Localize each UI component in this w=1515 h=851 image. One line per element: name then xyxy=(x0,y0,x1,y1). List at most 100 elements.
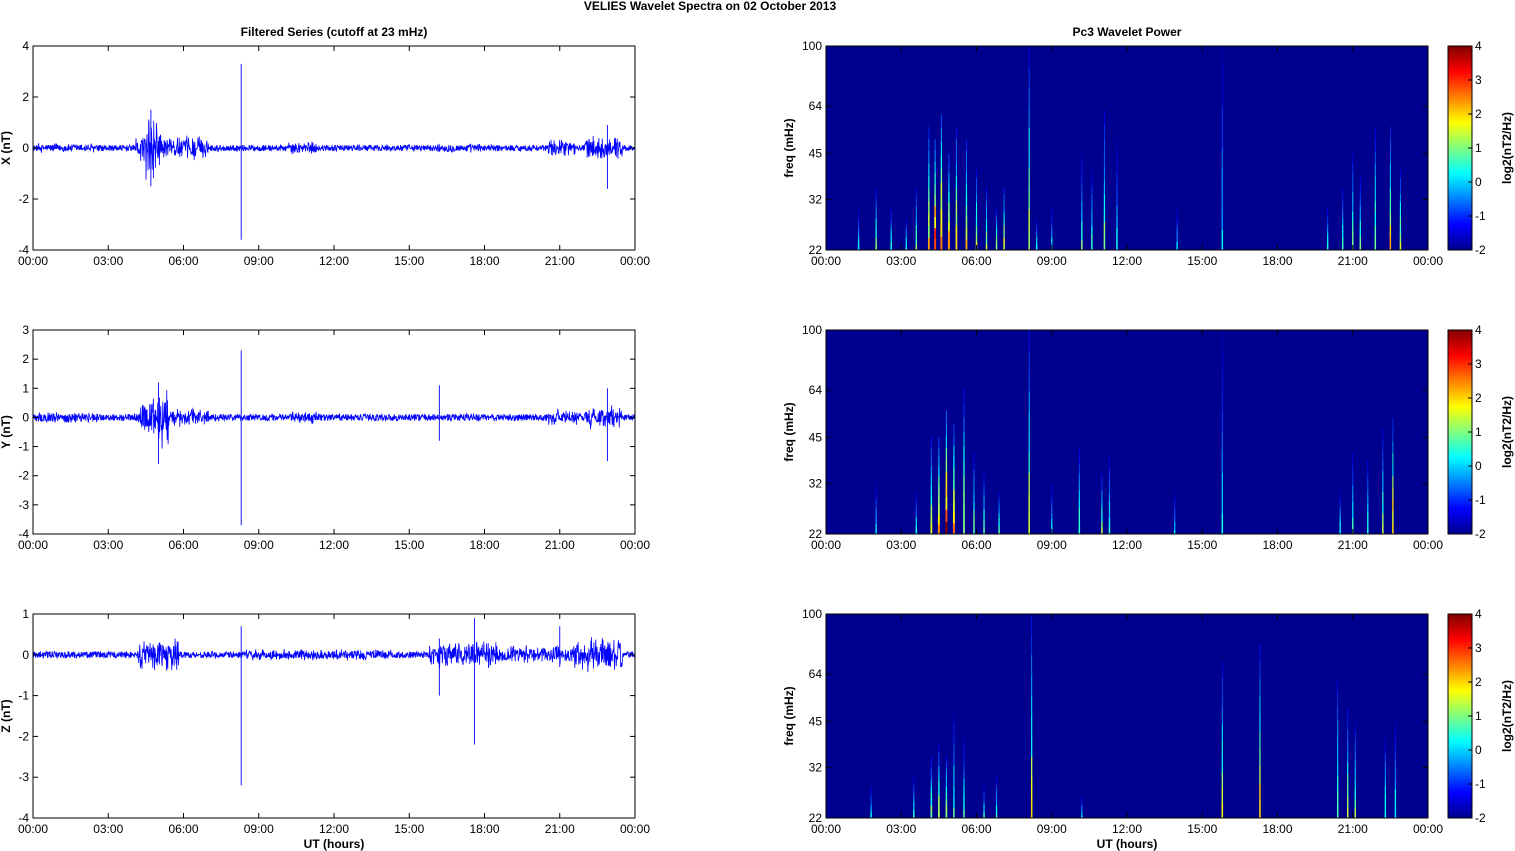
power-cell xyxy=(996,776,997,781)
power-cell xyxy=(952,511,955,524)
power-cell xyxy=(1221,677,1223,694)
power-cell xyxy=(1389,163,1391,177)
power-cell xyxy=(1101,496,1103,504)
power-cell xyxy=(875,498,877,505)
power-cell xyxy=(1339,525,1341,531)
power-feature xyxy=(1352,153,1354,251)
power-cell xyxy=(1103,208,1106,223)
power-cell xyxy=(915,513,917,518)
power-cell xyxy=(905,227,907,231)
power-cell xyxy=(1176,237,1178,242)
power-cell xyxy=(948,153,950,164)
power-cell xyxy=(1389,188,1391,201)
power-cell xyxy=(1390,126,1391,140)
power-cell xyxy=(1036,240,1038,244)
y-tick-label: -1 xyxy=(18,440,29,454)
power-cell xyxy=(1359,220,1361,229)
power-cell xyxy=(963,402,965,418)
power-cell xyxy=(965,161,967,173)
power-cell xyxy=(955,138,957,152)
power-cell xyxy=(1347,718,1349,730)
power-cell xyxy=(1352,517,1354,527)
power-cell xyxy=(1028,391,1030,412)
power-cell xyxy=(1051,216,1053,222)
power-feature xyxy=(934,139,937,251)
x-tick-label: 09:00 xyxy=(1037,254,1067,268)
power-cell xyxy=(1399,201,1401,211)
power-feature xyxy=(905,217,908,251)
power-cell xyxy=(1382,470,1384,482)
series-line xyxy=(32,390,636,449)
power-cell xyxy=(875,218,877,226)
y-axis-label: X (nT) xyxy=(0,131,13,165)
power-cell xyxy=(913,792,915,798)
power-cell xyxy=(1339,529,1341,535)
power-cell xyxy=(1337,706,1339,721)
x-tick-label: 00:00 xyxy=(1413,822,1443,836)
series-panel-z: -4 -3 -2 -1 0 1 00:00 03:00 06:00 09:00 12:00 15:00… xyxy=(0,607,650,851)
power-cell xyxy=(965,194,968,207)
power-cell xyxy=(953,434,955,446)
power-cell xyxy=(890,233,892,238)
power-cell xyxy=(875,187,877,194)
power-cell xyxy=(955,225,958,238)
power-cell xyxy=(953,456,955,468)
power-cell xyxy=(1091,209,1093,219)
power-cell xyxy=(998,525,1000,531)
power-cell xyxy=(1347,751,1349,763)
power-cell xyxy=(986,187,987,194)
power-cell xyxy=(1078,490,1080,500)
y-tick-label: -4 xyxy=(18,527,29,541)
power-cell xyxy=(1108,485,1110,495)
power-cell xyxy=(948,163,950,174)
y-tick-label: 22 xyxy=(809,811,823,825)
power-cell xyxy=(1359,235,1361,243)
power-cell xyxy=(995,245,998,251)
power-cell xyxy=(1384,777,1386,787)
power-cell xyxy=(945,484,948,498)
power-cell xyxy=(875,224,877,232)
power-cell xyxy=(1028,330,1030,351)
power-cell xyxy=(1081,806,1083,810)
y-tick-label: 100 xyxy=(802,607,822,621)
power-cell xyxy=(1051,523,1053,530)
power-cell xyxy=(875,488,877,494)
y-tick-label: 32 xyxy=(809,761,823,775)
power-cell xyxy=(953,423,955,435)
x-tick-label: 18:00 xyxy=(1262,822,1292,836)
power-cell xyxy=(1374,138,1376,152)
y-tick-label: -1 xyxy=(18,689,29,703)
power-feature xyxy=(915,187,918,251)
power-cell xyxy=(1352,477,1354,486)
y-tick-label: 0 xyxy=(22,141,29,155)
power-cell xyxy=(928,151,930,164)
power-cell xyxy=(940,141,942,156)
power-cell xyxy=(1259,696,1261,714)
power-cell xyxy=(1116,194,1118,207)
power-cell xyxy=(1116,150,1118,162)
power-cell xyxy=(945,422,947,436)
power-cell xyxy=(1036,243,1038,248)
power-feature xyxy=(1384,737,1387,819)
power-cell xyxy=(890,216,892,222)
power-cell xyxy=(913,776,915,781)
power-cell xyxy=(913,797,915,802)
colorbar: -2 -1 0 1 2 3 4 log2(nT2/Hz) xyxy=(1447,39,1514,257)
power-cell xyxy=(986,212,988,220)
power-cell xyxy=(983,808,985,812)
power-cell xyxy=(1091,241,1093,251)
power-cell xyxy=(875,243,877,251)
power-cell xyxy=(1337,678,1339,693)
power-feature xyxy=(937,437,940,535)
power-cell xyxy=(937,524,940,535)
power-cell xyxy=(1051,508,1053,515)
power-cell xyxy=(1394,750,1396,761)
power-cell xyxy=(1003,199,1005,207)
power-cell xyxy=(915,517,917,522)
y-tick-label: 45 xyxy=(809,431,823,445)
power-feature xyxy=(995,776,998,819)
power-cell xyxy=(1221,513,1224,535)
power-cell xyxy=(975,217,978,227)
power-cell xyxy=(975,225,978,235)
power-cell xyxy=(1031,736,1033,758)
